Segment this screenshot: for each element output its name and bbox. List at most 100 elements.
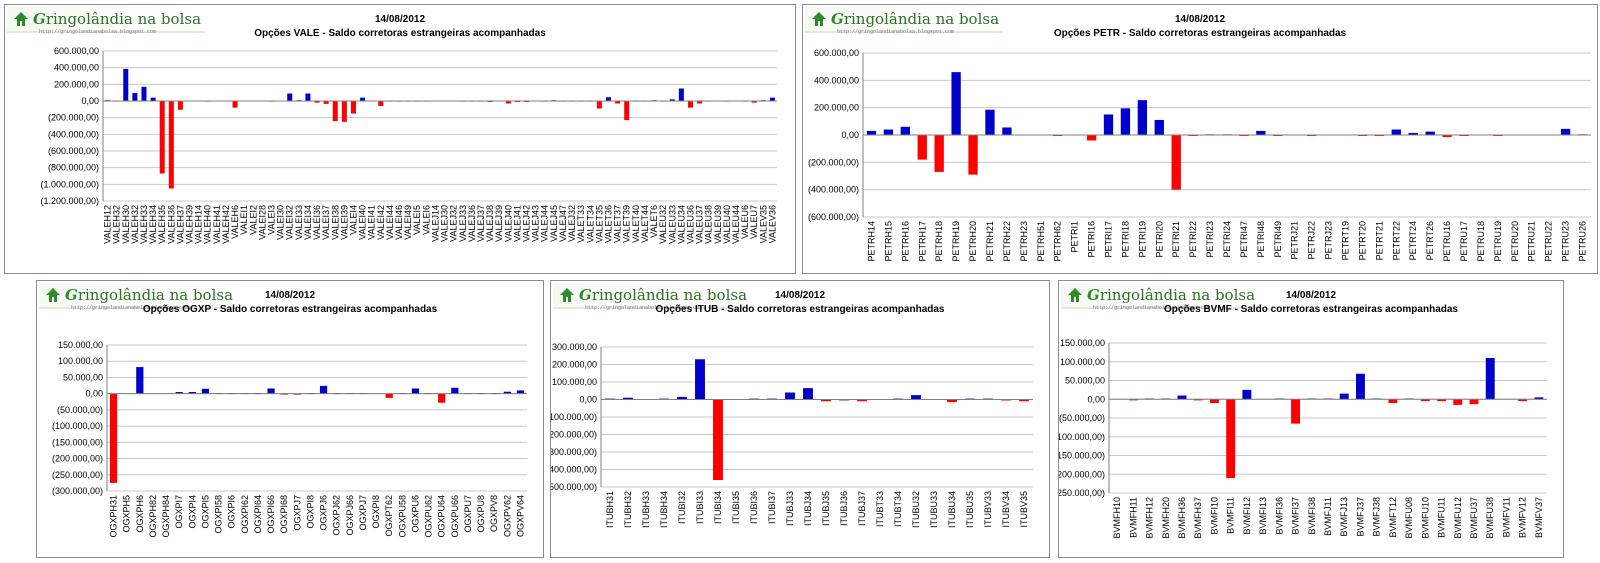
chart-date: 14/08/2012 [374,14,426,25]
bar [109,393,118,483]
bar [1103,114,1114,135]
bar [1355,373,1365,400]
x-tick-label: VALEV36 [767,205,777,243]
x-tick-label: VALEI39 [339,205,349,240]
x-tick-label: PETRH20 [968,221,978,262]
house-icon [560,288,574,302]
x-tick-label: PETRU23 [1561,221,1571,262]
x-tick-label: VALEU36 [685,205,695,244]
x-tick-label: PETRH14 [866,221,876,262]
bar [1154,119,1164,135]
y-tick-label: (50.000,00) [57,405,103,415]
bar [1291,399,1301,424]
x-tick-label: VALEI42 [376,205,386,240]
y-tick-label: 0,00 [85,389,103,399]
chart-title: Opções OGXP - Saldo corretoras estrangei… [142,304,438,315]
x-tick-label: VALEJ37 [476,205,486,242]
x-tick-label: OGXPU58 [397,495,407,538]
bar [985,109,995,135]
x-tick-label: ITUBI36 [749,491,759,524]
x-tick-label: BVMFT12 [1388,497,1398,538]
bar [175,392,183,394]
x-tick-label: VALET36 [604,205,614,243]
bar [1485,358,1495,400]
x-tick-label: OGXPI66 [266,495,276,534]
blog-logo: Gringolândia na bolsa [553,283,752,309]
logo-url: http://gringolandianabolsa.blogspot.com [585,305,703,311]
y-tick-label: 0,00 [1087,394,1105,404]
bar [883,129,894,135]
x-tick-label: ITUBI33 [695,491,705,524]
bar [1388,399,1398,403]
x-tick-label: ITUBT33 [875,491,885,527]
x-tick-label: VALEH30 [121,205,131,244]
x-tick-label: PETRJ22 [1307,221,1317,260]
x-tick-label: VALEH6 [230,205,240,239]
x-tick-label: VALEI1 [239,205,249,235]
y-tick-label: 150.000,00 [1060,338,1105,348]
bar [697,101,703,104]
x-tick-label: PETRH23 [1019,221,1029,262]
bar [168,101,174,189]
x-tick-label: PETRI49 [1273,221,1283,258]
x-tick-label: BVMFJ38 [1372,497,1382,537]
x-tick-label: VALEH33 [139,205,149,244]
x-tick-label: VALEJ42 [522,205,532,242]
bar [866,130,877,135]
x-tick-label: PETRI20 [1154,221,1164,258]
bar [360,97,366,101]
x-tick-label: OGXPI68 [279,495,289,534]
bar [319,385,328,394]
y-tick-label: (400.000,00) [551,465,597,475]
x-tick-label: PETRH51 [1036,221,1046,262]
x-tick-label: OGXPI8 [305,495,315,529]
blog-logo: Gringolândia na bolsa [39,283,238,309]
bar [900,126,910,135]
bar [188,392,196,394]
bar [1534,397,1544,400]
chart-panel-ogxp: Gringolândia na bolsa http://gringolandi… [36,280,544,558]
x-tick-label: BVMFJ37 [1355,497,1365,537]
x-tick-label: OGXPH84 [161,495,171,538]
x-tick-label: VALEJ39 [494,205,504,242]
x-tick-label: ITUBJ34 [803,491,813,526]
x-tick-label: PETRH21 [985,221,995,262]
bar-chart-vale: 600.000,00 400.000,00 200.000,00 0,00 (200.0… [40,46,777,244]
x-tick-label: VALEH34 [148,205,158,244]
y-tick-label: 100.000,00 [58,356,103,366]
x-tick-label: VALEJ30 [440,205,450,242]
y-tick-label: 0,00 [579,395,597,405]
x-tick-label: VALEH35 [157,205,167,244]
x-tick-label: PETRH17 [917,221,927,262]
x-tick-label: PETRT19 [1341,221,1351,260]
bar-chart-bvmf: 150.000,00 100.000,00 50.000,00 0,00 (50.000… [1059,338,1547,539]
bar [177,101,183,110]
x-tick-label: VALEU33 [667,205,677,244]
x-tick-label: VALEH32 [112,205,122,244]
house-icon [812,12,826,26]
x-tick-label: ITUBI32 [677,491,687,524]
bar [305,93,311,101]
x-tick-label: VALEH37 [175,205,185,244]
bar [1226,399,1236,478]
bar [350,101,356,114]
x-tick-label: OGXPU8 [476,495,486,533]
bar [769,97,775,101]
x-tick-label: ITUBV34 [1001,491,1011,528]
chart-date: 14/08/2012 [774,290,826,301]
x-tick-label: PETRI21 [1171,221,1181,258]
y-tick-label: (300.000,00) [52,486,103,496]
x-tick-label: PETRH16 [900,221,910,262]
y-tick-label: (200.000,00) [52,454,103,464]
y-tick-label: 200.000,00 [814,103,859,113]
y-tick-label: (200.000,00) [551,430,597,440]
bar [1171,135,1181,190]
y-tick-label: (100.000,00) [551,412,597,422]
logo-text: Gringolândia na bolsa [65,286,234,304]
bar [605,97,612,101]
y-tick-label: (150.000,00) [1059,451,1105,461]
x-tick-label: VALEU6 [740,205,750,239]
x-tick-label: OGXPH82 [148,495,158,538]
x-tick-label: PETRU16 [1442,221,1452,262]
bar [411,388,420,394]
